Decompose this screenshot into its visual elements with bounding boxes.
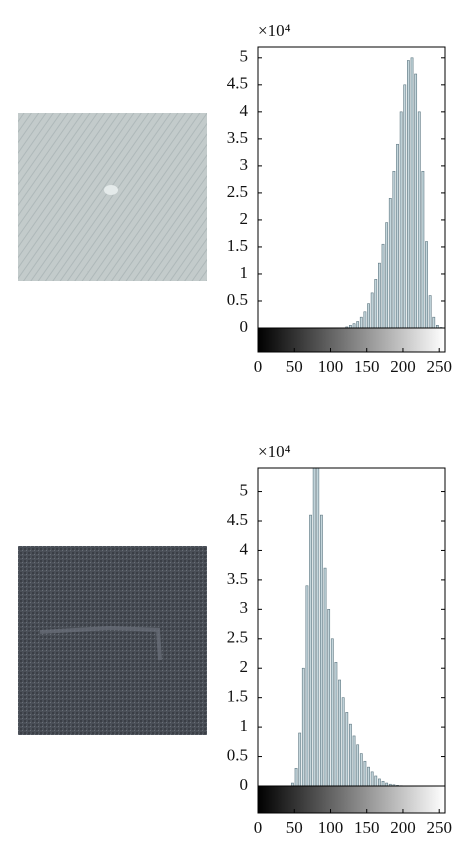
x-tick-label: 100 (318, 818, 344, 837)
y-tick-label: 4.5 (227, 510, 248, 529)
histogram-bar (367, 766, 370, 786)
y-tick-label: 2 (240, 657, 249, 676)
histogram-bar (352, 323, 356, 328)
histogram-bar (388, 783, 392, 786)
histogram-bar (341, 697, 345, 786)
histogram-bar (349, 723, 352, 786)
histogram-bar (399, 111, 403, 328)
y-tick-label: 3.5 (227, 128, 248, 147)
y-tick-label: 2.5 (227, 628, 248, 647)
histogram-bar (407, 60, 410, 328)
y-tick-label: 0 (240, 317, 249, 336)
histogram-bar (403, 84, 407, 328)
histogram-bar (363, 760, 367, 786)
histogram-bar (312, 468, 316, 786)
y-multiplier: ×10⁴ (258, 21, 291, 40)
histogram-bar (388, 198, 392, 328)
fabric-image-1 (18, 113, 207, 281)
y-tick-label: 5 (240, 47, 249, 66)
histogram-bar (298, 732, 302, 786)
bars (291, 468, 403, 786)
histogram-bar (425, 241, 428, 328)
y-tick-label: 1.5 (227, 236, 248, 255)
histogram-bar (396, 143, 399, 328)
histogram-bar (370, 292, 374, 328)
histogram-bar (428, 295, 432, 328)
histogram-bar (345, 712, 349, 786)
x-tick-label: 150 (354, 357, 380, 376)
histogram-bar (385, 222, 389, 328)
y-tick-label: 3.5 (227, 569, 248, 588)
y-tick-label: 0 (240, 775, 249, 794)
x-tick-label: 200 (390, 818, 416, 837)
histogram-bar (330, 638, 334, 786)
histogram-bar (301, 667, 305, 786)
histogram-bar (327, 609, 331, 786)
histogram-bar (305, 585, 309, 786)
histogram-bar (320, 514, 323, 786)
histogram-bar (417, 111, 421, 328)
x-tick-label: 50 (286, 357, 303, 376)
x-tick-label: 50 (286, 818, 303, 837)
histogram-bar (352, 735, 356, 786)
histogram-bar (414, 73, 418, 328)
histogram-bar (378, 262, 381, 328)
histogram-bar (356, 321, 360, 328)
x-tick-label: 200 (390, 357, 416, 376)
bars (345, 57, 443, 328)
defect-spot (104, 185, 118, 195)
y-tick-label: 0.5 (227, 290, 248, 309)
histogram-bar (363, 311, 367, 328)
histogram-bar (309, 514, 312, 786)
fabric-image-2 (18, 546, 207, 735)
histogram-bar (378, 778, 381, 786)
histogram-bar (356, 744, 360, 786)
x-tick-label: 250 (426, 818, 452, 837)
x-tick-label: 150 (354, 818, 380, 837)
histogram-bar (374, 279, 378, 328)
y-tick-label: 3 (240, 598, 249, 617)
defect-mark (39, 625, 162, 661)
y-tick-label: 5 (240, 480, 249, 499)
y-tick-label: 1.5 (227, 687, 248, 706)
y-tick-label: 2.5 (227, 182, 248, 201)
y-tick-label: 1 (240, 716, 249, 735)
histogram-bar (316, 468, 320, 786)
histogram-bar (359, 753, 363, 786)
y-tick-label: 4 (240, 539, 249, 558)
x-tick-label: 0 (254, 818, 263, 837)
colorbar (257, 327, 446, 353)
y-tick-label: 1 (240, 263, 249, 282)
histogram-bar (359, 316, 363, 328)
x-tick-label: 0 (254, 357, 263, 376)
histogram-bar (421, 170, 425, 328)
y-tick-label: 4 (240, 101, 249, 120)
histogram-bar (432, 316, 436, 328)
histogram-bar (381, 243, 385, 328)
y-multiplier: ×10⁴ (258, 442, 291, 461)
histogram-bar (410, 57, 414, 328)
y-tick-label: 4.5 (227, 74, 248, 93)
x-tick-label: 250 (426, 357, 452, 376)
histogram-bar (381, 780, 385, 786)
histogram-bar (370, 771, 374, 786)
y-tick-label: 3 (240, 155, 249, 174)
histogram-bar (392, 170, 396, 328)
histogram-bar (323, 567, 327, 786)
colorbar (257, 785, 446, 814)
histogram-bar (334, 662, 338, 786)
histogram-bar (338, 679, 341, 786)
histogram-bar (374, 775, 378, 786)
histogram-bar (367, 303, 370, 328)
x-tick-label: 100 (318, 357, 344, 376)
histogram-bar (294, 768, 298, 786)
y-tick-label: 2 (240, 209, 249, 228)
y-tick-label: 0.5 (227, 745, 248, 764)
